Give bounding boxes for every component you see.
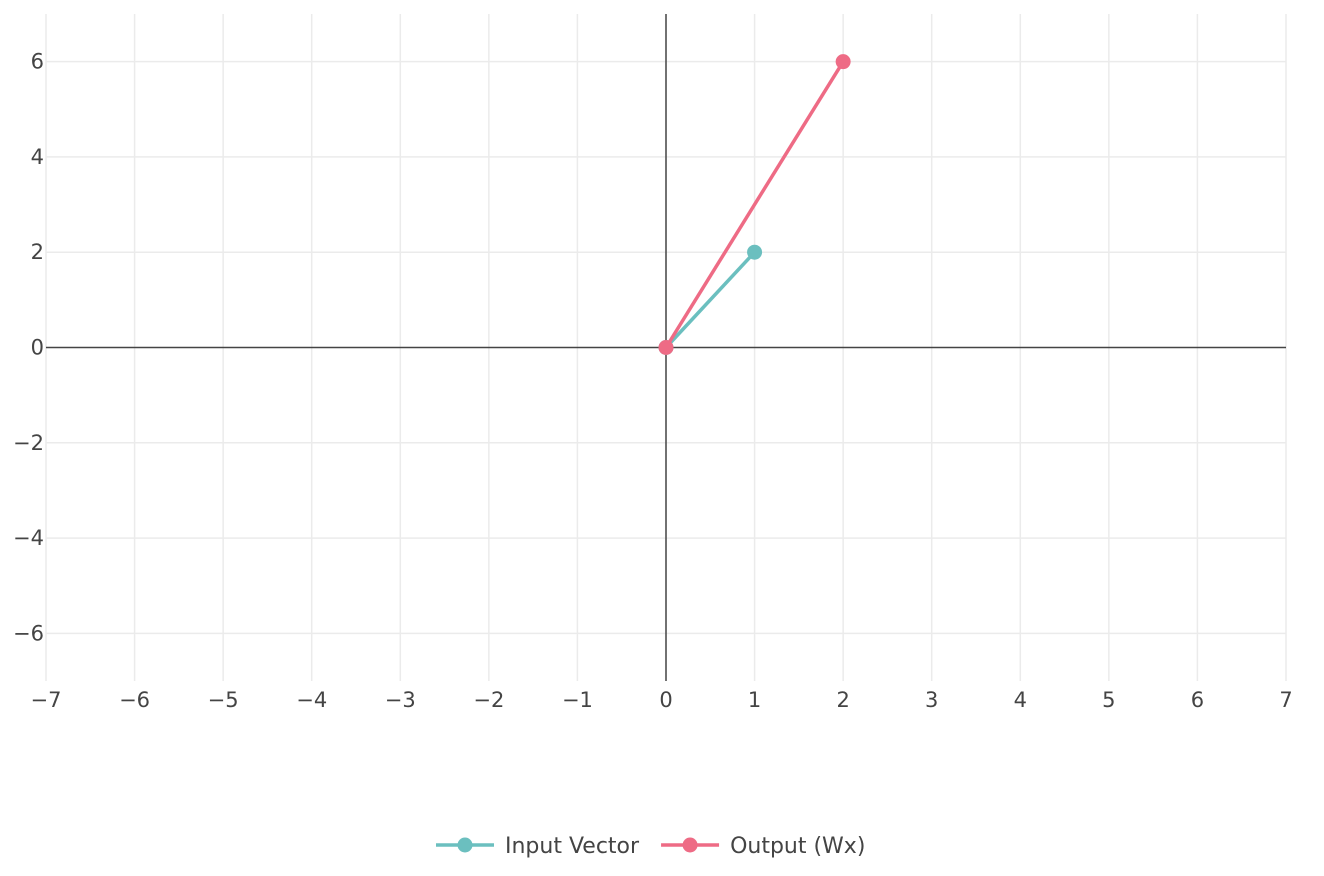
x-tick-label: −3 — [385, 688, 416, 712]
legend-item-output-wx[interactable]: Output (Wx) — [661, 834, 865, 859]
x-tick-label: 1 — [748, 688, 761, 712]
x-tick-label: −7 — [31, 688, 62, 712]
y-tick-label: −6 — [13, 621, 44, 645]
x-tick-labels: −7 −6 −5 −4 −3 −2 −1 0 1 2 3 4 5 6 7 — [31, 688, 1293, 712]
x-tick-label: 7 — [1279, 688, 1292, 712]
y-tick-label: −2 — [13, 431, 44, 455]
data-point-output-wx[interactable] — [835, 54, 851, 70]
x-tick-label: −4 — [296, 688, 327, 712]
x-tick-label: −5 — [208, 688, 239, 712]
x-tick-label: 0 — [659, 688, 672, 712]
y-tick-label: 4 — [31, 145, 44, 169]
y-tick-label: 0 — [31, 336, 44, 360]
legend-label-input-vector: Input Vector — [505, 834, 640, 859]
y-tick-labels: 6 4 2 0 −2 −4 −6 — [13, 50, 44, 646]
x-tick-label: 4 — [1014, 688, 1027, 712]
x-tick-label: −6 — [119, 688, 150, 712]
legend-label-output-wx: Output (Wx) — [730, 834, 865, 859]
x-tick-label: −2 — [473, 688, 504, 712]
legend-marker-input-vector — [457, 837, 473, 853]
data-point-input-vector[interactable] — [747, 244, 763, 260]
x-tick-label: 5 — [1102, 688, 1115, 712]
legend-item-input-vector[interactable]: Input Vector — [436, 834, 640, 859]
x-tick-label: −1 — [562, 688, 593, 712]
series — [658, 54, 851, 355]
y-tick-label: −4 — [13, 526, 44, 550]
x-tick-label: 2 — [836, 688, 849, 712]
y-tick-label: 2 — [31, 240, 44, 264]
x-tick-label: 6 — [1191, 688, 1204, 712]
x-tick-label: 3 — [925, 688, 938, 712]
series-line-output-wx — [664, 60, 845, 349]
data-point-output-wx[interactable] — [658, 340, 674, 355]
y-tick-label: 6 — [31, 50, 44, 74]
legend-marker-output-wx — [682, 837, 698, 853]
legend[interactable]: Input Vector Output (Wx) — [436, 834, 865, 859]
series-line-input-vector — [664, 251, 756, 349]
